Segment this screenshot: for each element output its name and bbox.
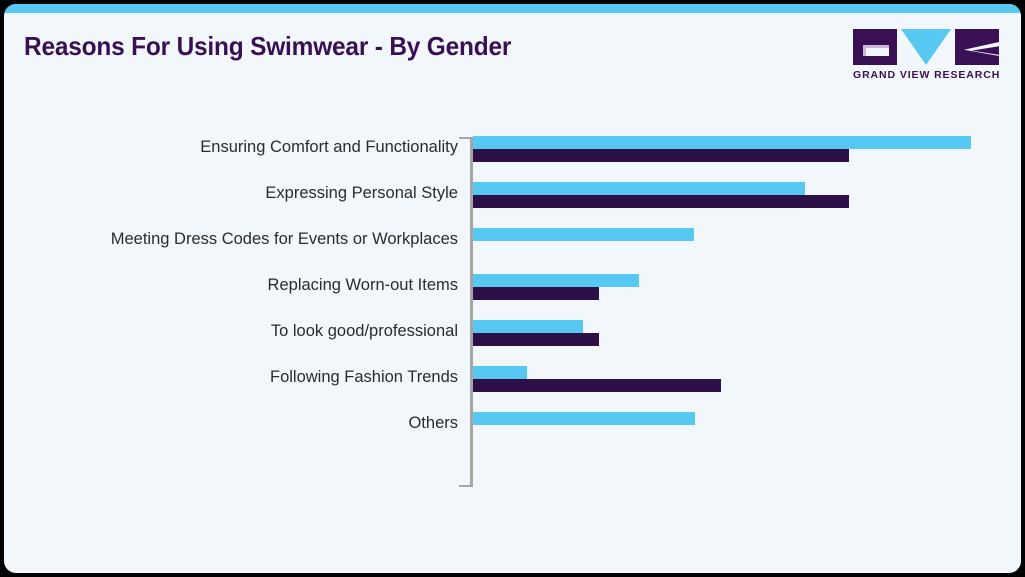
bars-wrap <box>473 266 973 312</box>
bar-female[interactable] <box>473 136 971 149</box>
infographic-card: Reasons For Using Swimwear - By Gender G… <box>4 4 1021 573</box>
bars-wrap <box>473 312 973 358</box>
bar-male[interactable] <box>473 379 721 392</box>
page-title: Reasons For Using Swimwear - By Gender <box>24 31 512 61</box>
category-label: Expressing Personal Style <box>265 184 458 202</box>
y-axis-line <box>470 137 473 487</box>
bars-wrap <box>473 128 973 174</box>
category-label: Meeting Dress Codes for Events or Workpl… <box>110 230 458 248</box>
category-label: Following Fashion Trends <box>269 368 458 386</box>
logo-v-triangle-icon <box>901 29 951 65</box>
category-label: To look good/professional <box>270 322 458 340</box>
category-label: Others <box>408 414 458 432</box>
category-label: Ensuring Comfort and Functionality <box>200 138 458 156</box>
brand-logo: GRAND VIEW RESEARCH <box>853 29 999 87</box>
bar-female[interactable] <box>473 274 639 287</box>
bars-wrap <box>473 220 973 266</box>
brand-name: GRAND VIEW RESEARCH <box>853 69 1001 81</box>
bar-male[interactable] <box>473 333 599 346</box>
bar-row: Meeting Dress Codes for Events or Workpl… <box>4 220 1021 266</box>
logo-marks <box>853 29 999 65</box>
top-accent-bar <box>4 4 1021 13</box>
bar-row: Others <box>4 404 1021 450</box>
bar-row: Replacing Worn-out Items <box>4 266 1021 312</box>
bar-row: Expressing Personal Style <box>4 174 1021 220</box>
bar-male[interactable] <box>473 195 849 208</box>
y-axis-bottom-tick <box>459 485 473 487</box>
bar-male[interactable] <box>473 287 599 300</box>
bar-female[interactable] <box>473 412 696 425</box>
category-label: Replacing Worn-out Items <box>267 276 458 294</box>
chart-header: Reasons For Using Swimwear - By Gender G… <box>4 13 1021 91</box>
bars-wrap <box>473 358 973 404</box>
bar-female[interactable] <box>473 228 695 241</box>
bar-male[interactable] <box>473 149 849 162</box>
y-axis-top-tick <box>459 137 473 139</box>
bar-row: Following Fashion Trends <box>4 358 1021 404</box>
bar-female[interactable] <box>473 320 584 333</box>
bar-female[interactable] <box>473 366 527 379</box>
chart-area: Ensuring Comfort and Functionality Expres… <box>4 100 1021 500</box>
bars-wrap <box>473 174 973 220</box>
bars-wrap <box>473 404 973 450</box>
bar-chart-plot: Ensuring Comfort and Functionality Expres… <box>4 100 1021 500</box>
bar-row: Ensuring Comfort and Functionality <box>4 128 1021 174</box>
bar-female[interactable] <box>473 182 806 195</box>
logo-g-mark-icon <box>853 29 897 65</box>
bar-row: To look good/professional <box>4 312 1021 358</box>
logo-r-mark-icon <box>955 29 999 65</box>
